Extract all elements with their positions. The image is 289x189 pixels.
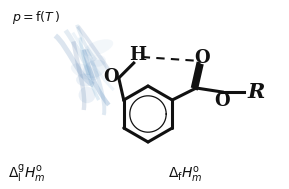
Ellipse shape — [83, 39, 113, 56]
Ellipse shape — [79, 87, 95, 103]
Text: $\Delta_{\mathrm{f}}H_{m}^{\mathrm{o}}$: $\Delta_{\mathrm{f}}H_{m}^{\mathrm{o}}$ — [168, 165, 203, 185]
Text: R: R — [248, 82, 265, 102]
Text: O: O — [194, 49, 210, 67]
Ellipse shape — [76, 74, 95, 87]
Ellipse shape — [71, 63, 99, 80]
Text: $p = \mathrm{f}(T\,)$: $p = \mathrm{f}(T\,)$ — [12, 9, 60, 26]
Ellipse shape — [83, 60, 106, 78]
Text: H: H — [129, 46, 146, 64]
Ellipse shape — [90, 55, 106, 67]
Text: $\Delta_{\mathrm{l}}^{\mathrm{g}}H_{m}^{\mathrm{o}}$: $\Delta_{\mathrm{l}}^{\mathrm{g}}H_{m}^{… — [8, 162, 45, 184]
Text: O: O — [214, 92, 230, 110]
Text: O: O — [103, 68, 118, 86]
